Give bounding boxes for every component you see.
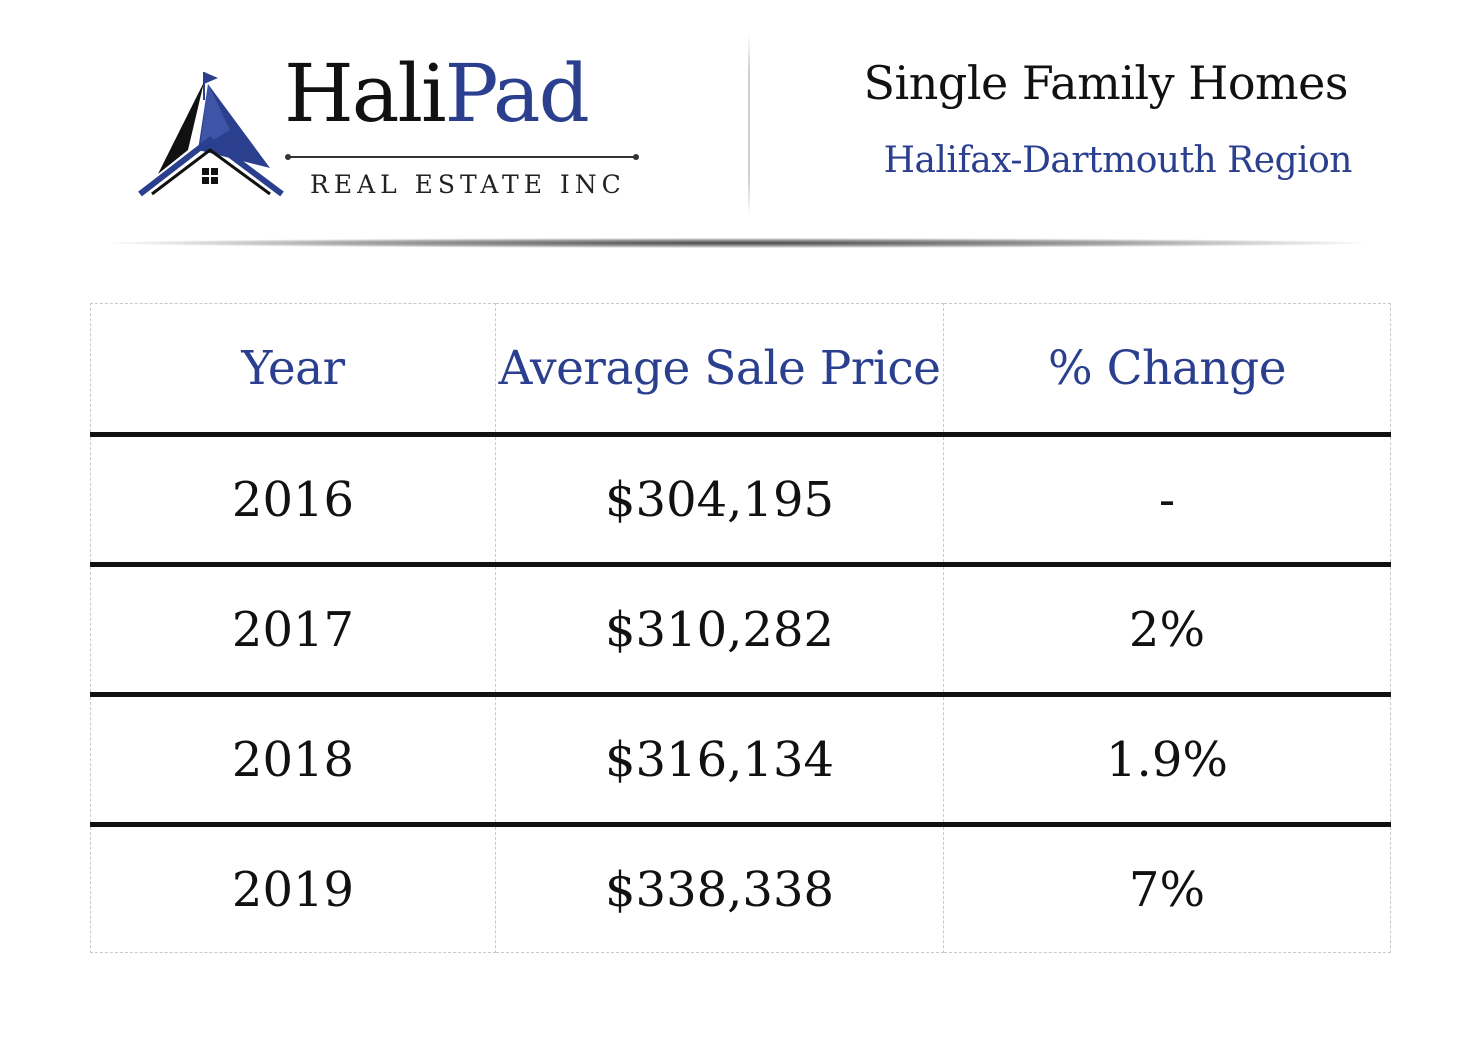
year-cell: 2016 (90, 434, 496, 567)
price-cell: $304,195 (495, 434, 944, 567)
page-title: Single Family Homes (863, 56, 1349, 110)
column-header-average-sale-price: Average Sale Price (495, 303, 944, 437)
price-cell: $316,134 (495, 694, 944, 827)
change-cell: 7% (943, 824, 1391, 953)
table-row: 2017 $310,282 2% (90, 564, 1391, 697)
table-row: 2019 $338,338 7% (90, 824, 1391, 953)
sale-price-table: Year Average Sale Price % Change 2016 $3… (90, 303, 1391, 953)
column-header-percent-change: % Change (943, 303, 1391, 437)
header-shadow-divider (110, 238, 1366, 248)
table-row: 2018 $316,134 1.9% (90, 694, 1391, 827)
table-row: 2016 $304,195 - (90, 434, 1391, 567)
brand-name: HaliPad (284, 47, 590, 140)
change-cell: - (943, 434, 1391, 567)
year-cell: 2017 (90, 564, 496, 697)
house-sail-icon (138, 72, 284, 197)
change-cell: 2% (943, 564, 1391, 697)
page-subtitle: Halifax-Dartmouth Region (883, 140, 1353, 181)
brand-divider (285, 154, 639, 160)
price-cell: $310,282 (495, 564, 944, 697)
table-header-row: Year Average Sale Price % Change (90, 303, 1391, 437)
header-divider (748, 34, 750, 216)
column-header-year: Year (90, 303, 496, 437)
price-cell: $338,338 (495, 824, 944, 953)
change-cell: 1.9% (943, 694, 1391, 827)
brand-tagline: REAL ESTATE INC (310, 170, 626, 199)
year-cell: 2019 (90, 824, 496, 953)
halipad-logo: HaliPad REAL ESTATE INC (138, 54, 648, 212)
year-cell: 2018 (90, 694, 496, 827)
